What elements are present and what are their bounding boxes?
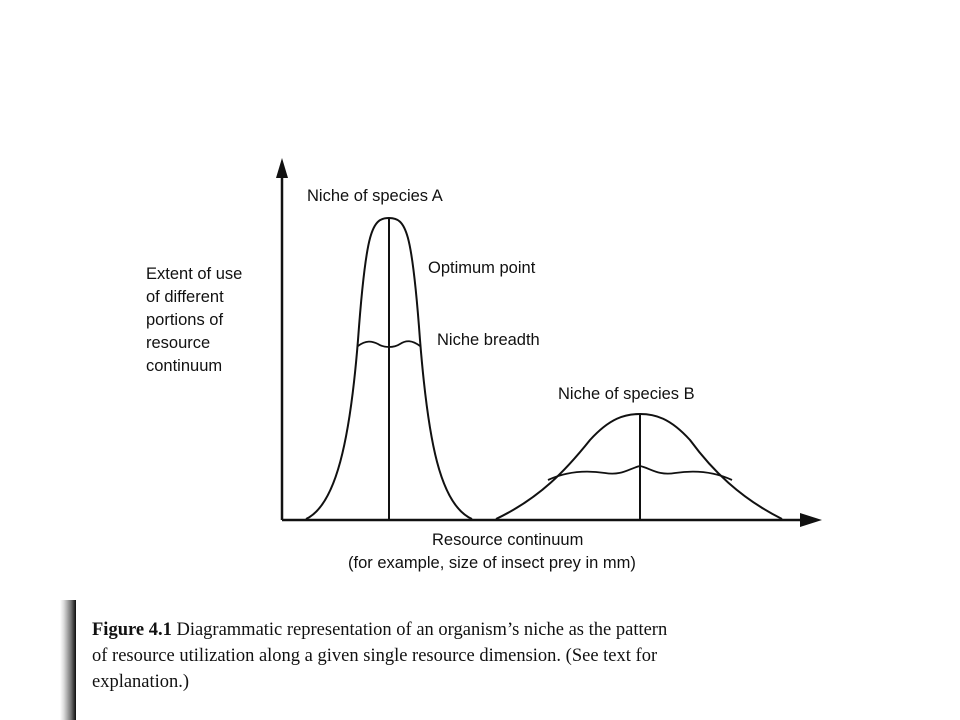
y-axis-label-line-2: of different (146, 288, 224, 306)
y-axis-label-line-3: portions of (146, 311, 223, 329)
page-binding-shadow (60, 600, 76, 720)
y-axis-label-line-1: Extent of use (146, 265, 242, 283)
figure-number: Figure 4.1 (92, 620, 172, 640)
x-axis-arrowhead (800, 513, 822, 527)
caption-line-2: of resource utilization along a given si… (92, 646, 658, 666)
x-axis-sublabel: (for example, size of insect prey in mm) (348, 554, 636, 572)
optimum-point-label: Optimum point (428, 259, 536, 277)
species-b-breadth-line (547, 465, 733, 481)
y-axis-label-line-5: continuum (146, 357, 222, 375)
species-b-label: Niche of species B (558, 385, 695, 403)
niche-breadth-label: Niche breadth (437, 331, 540, 349)
y-axis-arrowhead (276, 158, 288, 178)
species-a-label: Niche of species A (307, 187, 443, 205)
caption-line-1: Diagrammatic representation of an organi… (176, 620, 668, 640)
figure-caption: Figure 4.1 Diagrammatic representation o… (92, 617, 872, 695)
species-a-breadth-line (357, 340, 421, 348)
caption-line-3: explanation.) (92, 672, 190, 692)
x-axis-label: Resource continuum (432, 531, 583, 549)
y-axis-label-line-4: resource (146, 334, 210, 352)
